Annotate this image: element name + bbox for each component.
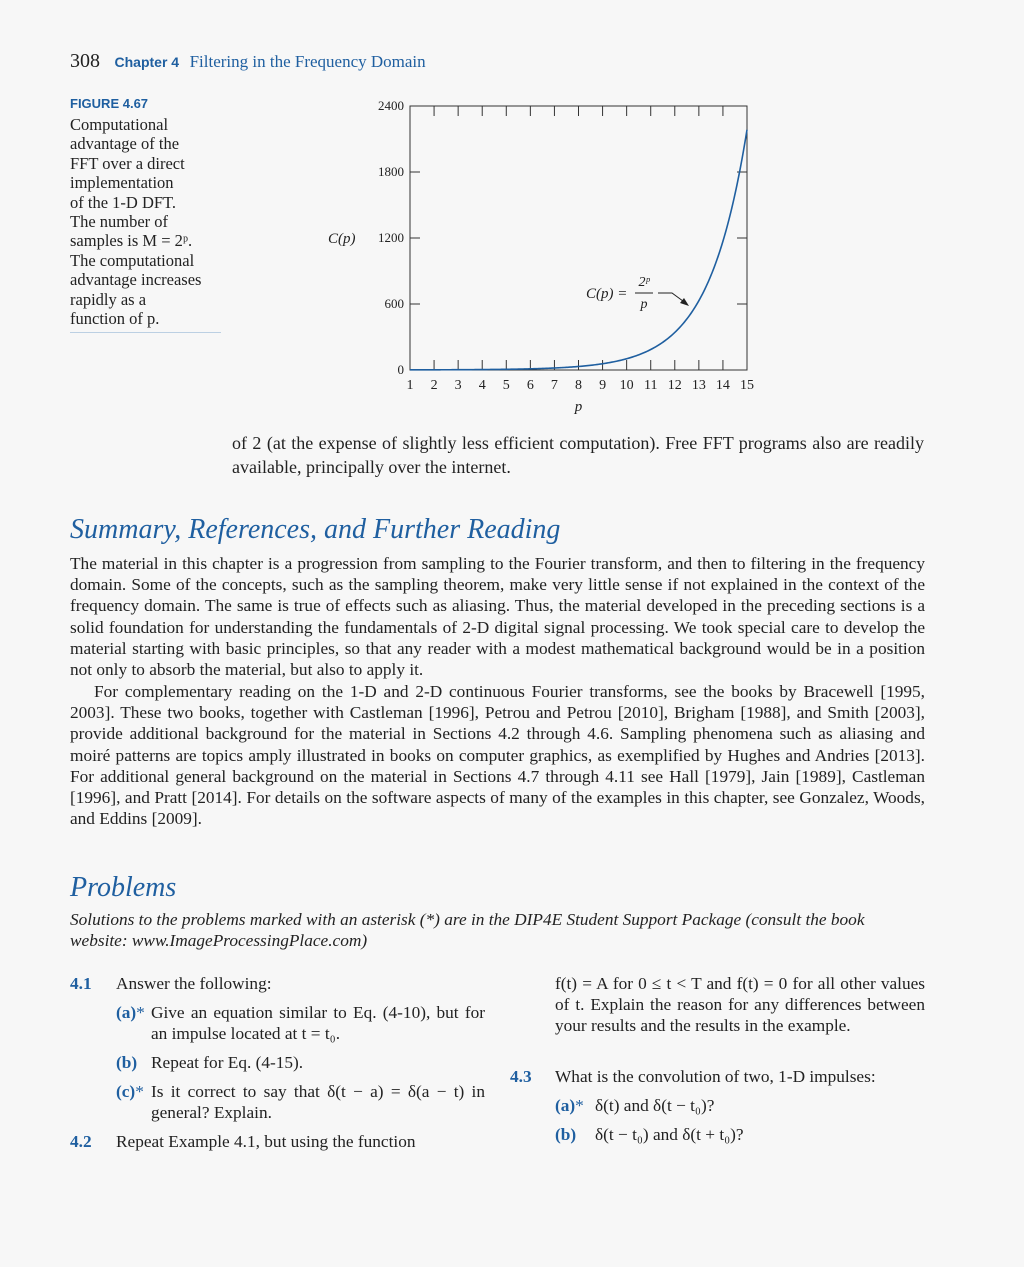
fft-advantage-chart: 1 2 3 4 5 6 7 8 9 10 11 12 13 14 150600120018002400C(p…	[328, 98, 754, 415]
formula-lhs: C(p) =	[586, 286, 627, 302]
x-tick-label: 5	[503, 378, 510, 393]
y-tick-label: 1200	[378, 230, 404, 245]
subproblem-label: (a)*	[116, 1003, 145, 1022]
x-tick-label: 6	[527, 378, 534, 393]
caption-line: The computational	[70, 250, 195, 270]
plot-frame	[409, 105, 748, 371]
y-tick-label: 2400	[378, 98, 404, 113]
continuation-paragraph: of 2 (at the expense of slightly less ef…	[232, 433, 924, 477]
caption-line: Computational	[70, 115, 169, 134]
problem-text: What is the convolution of two, 1-D impu…	[555, 1067, 876, 1086]
x-tick-label: 11	[644, 378, 657, 393]
x-tick-label: 4	[479, 378, 486, 393]
x-tick-label: 14	[716, 378, 730, 393]
x-tick-label: 8	[575, 378, 582, 393]
x-tick-label: 3	[455, 378, 462, 393]
y-tick-label: 1800	[378, 164, 404, 179]
x-tick-label: 7	[551, 378, 558, 393]
caption-line: rapidly as a	[70, 289, 147, 309]
problem-number: 4.2	[70, 1132, 92, 1151]
data-point	[481, 369, 483, 371]
caption-line: FFT over a direct	[70, 153, 185, 173]
x-tick-label: 15	[740, 378, 754, 393]
y-tick-label: 600	[385, 296, 405, 311]
problem-number: 4.1	[70, 974, 92, 993]
figure-caption: Computational advantage of the FFT over …	[70, 115, 230, 328]
caption-line: advantage of the	[70, 134, 180, 154]
data-point	[554, 367, 556, 369]
data-point	[578, 366, 580, 368]
data-point	[698, 300, 700, 302]
y-axis-label: C(p)	[328, 231, 356, 247]
chapter-title: Filtering in the Frequency Domain	[189, 52, 426, 71]
x-tick-label: 9	[599, 378, 606, 393]
data-point	[457, 369, 459, 371]
section-heading-problems: Problems	[70, 872, 177, 903]
page-number: 308	[70, 50, 100, 72]
data-point	[722, 240, 724, 242]
subproblem-label: (c)*	[116, 1082, 144, 1101]
subproblem-text: δ(t − t₀) and δ(t + t₀)?	[595, 1125, 744, 1144]
caption-line: implementation	[70, 173, 174, 193]
caption-line: samples is M = 2ᵖ.	[70, 231, 193, 251]
subproblem-label: (a)*	[555, 1096, 584, 1115]
caption-line: function of p.	[70, 309, 160, 329]
data-point	[409, 369, 411, 371]
caption-line: advantage increases	[70, 270, 202, 290]
annotation-arrow-line	[658, 292, 688, 305]
subproblem-label: (b)	[555, 1125, 577, 1144]
data-point	[530, 368, 532, 370]
summary-paragraph-2: For complementary reading on the 1-D and…	[70, 682, 925, 829]
series-line	[410, 129, 748, 371]
data-point	[505, 368, 507, 370]
x-tick-label: 13	[692, 378, 706, 393]
caption-line: The number of	[70, 212, 169, 232]
caption-line: of the 1-D DFT.	[70, 192, 177, 212]
x-axis-label: p	[574, 399, 583, 415]
x-tick-label: 12	[668, 378, 682, 393]
formula-numerator: 2ᵖ	[639, 275, 651, 290]
problem-continuation: f(t) = A for 0 ≤ t < T and f(t) = 0 for …	[555, 974, 925, 1036]
figure-label: FIGURE 4.67	[70, 96, 149, 111]
subproblem-label: (b)	[116, 1053, 138, 1072]
x-tick-label: 2	[431, 378, 438, 393]
subproblem-text: Give an equation similar to Eq. (4-10), …	[151, 1003, 485, 1044]
chapter-label: Chapter 4	[114, 54, 180, 70]
data-point	[433, 369, 435, 371]
section-heading-summary: Summary, References, and Further Reading	[70, 514, 561, 545]
problem-number: 4.3	[510, 1067, 532, 1086]
subproblem-text: Repeat for Eq. (4-15).	[151, 1053, 304, 1072]
annotation-arrow-head	[680, 298, 689, 306]
subproblem-text: Is it correct to say that δ(t − a) = δ(a…	[151, 1082, 485, 1123]
y-tick-label: 0	[398, 362, 405, 377]
formula-denominator: p	[640, 297, 648, 312]
subproblem-text: δ(t) and δ(t − t₀)?	[595, 1096, 715, 1115]
data-point	[650, 349, 652, 351]
summary-paragraph-1: The material in this chapter is a progre…	[70, 554, 925, 680]
data-point	[626, 358, 628, 360]
x-tick-label: 10	[620, 378, 634, 393]
data-point	[602, 363, 604, 365]
caption-divider	[70, 332, 221, 333]
data-point	[674, 332, 676, 334]
running-head: 308 Chapter 4 Filtering in the Frequency…	[70, 50, 426, 73]
data-point	[746, 129, 748, 131]
problem-text: Answer the following:	[116, 974, 272, 993]
problem-text: Repeat Example 4.1, but using the functi…	[116, 1132, 416, 1151]
x-tick-label: 1	[407, 378, 414, 393]
problems-note: Solutions to the problems marked with an…	[70, 910, 865, 951]
